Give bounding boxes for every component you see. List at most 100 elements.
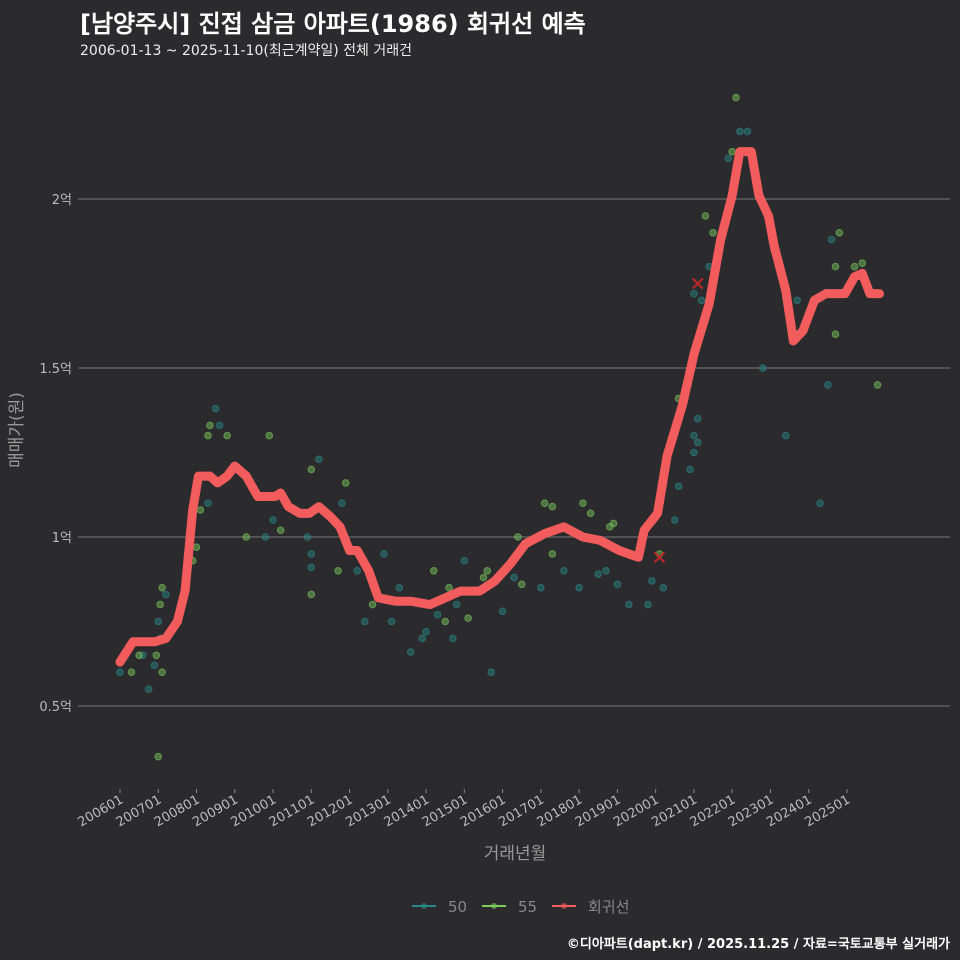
data-point-55 <box>441 617 450 626</box>
data-point-50 <box>659 583 668 592</box>
data-point-50 <box>315 455 323 464</box>
y-tick-label: 2억 <box>52 193 72 208</box>
data-point-50 <box>697 296 706 305</box>
data-point-55 <box>514 533 522 541</box>
data-point-50 <box>269 516 277 524</box>
y-axis-title: 매매가(원) <box>7 392 27 468</box>
data-point-50 <box>154 617 163 626</box>
data-point-55 <box>196 506 205 514</box>
data-point-50 <box>824 381 832 389</box>
data-point-55 <box>850 262 859 271</box>
data-point-50 <box>353 567 362 575</box>
data-point-55 <box>127 668 136 677</box>
source-footer: ©디아파트(dapt.kr) / 2025.11.25 / 자료=국토교통부 실… <box>566 937 950 952</box>
data-point-50 <box>307 563 316 572</box>
data-point-50 <box>613 580 622 589</box>
data-point-55 <box>835 229 844 237</box>
data-point-50 <box>498 607 507 616</box>
data-point-50 <box>162 590 170 599</box>
data-point-50 <box>487 668 495 677</box>
data-point-50 <box>693 438 702 447</box>
data-point-55 <box>154 752 163 761</box>
legend-marker-1 <box>491 903 497 909</box>
data-point-50 <box>670 516 679 524</box>
data-point-50 <box>724 154 733 163</box>
data-point-55 <box>728 147 736 156</box>
data-point-55 <box>276 526 285 535</box>
data-point-50 <box>686 465 694 474</box>
data-point-50 <box>736 127 744 136</box>
regression-line <box>115 147 884 667</box>
data-point-55 <box>204 431 212 440</box>
data-point-55 <box>586 509 595 518</box>
data-point-55 <box>831 330 840 339</box>
data-point-50 <box>648 577 656 585</box>
data-point-50 <box>380 550 388 558</box>
data-point-50 <box>460 556 469 565</box>
data-point-55 <box>206 421 214 430</box>
data-point-55 <box>479 573 488 582</box>
data-point-55 <box>307 465 316 474</box>
data-point-55 <box>831 262 840 271</box>
legend-label: 55 <box>518 898 537 916</box>
data-point-55 <box>548 550 557 558</box>
data-point-50 <box>150 661 159 670</box>
data-point-55 <box>158 668 166 677</box>
data-point-55 <box>156 600 164 609</box>
data-point-50 <box>433 610 442 619</box>
data-point-50 <box>793 296 802 305</box>
data-point-55 <box>873 381 882 389</box>
data-point-55 <box>368 600 377 609</box>
data-point-55 <box>609 519 618 528</box>
data-point-55 <box>540 499 549 508</box>
data-point-55 <box>158 583 166 592</box>
data-point-50 <box>781 431 790 440</box>
legend-label: 회귀선 <box>588 898 629 916</box>
data-point-55 <box>483 567 492 575</box>
data-point-50 <box>422 627 430 636</box>
data-point-50 <box>307 550 316 558</box>
y-tick-label: 0.5억 <box>39 700 72 715</box>
legend-marker-0 <box>421 903 427 909</box>
data-point-55 <box>429 567 438 575</box>
data-point-50 <box>303 533 312 541</box>
data-point-55 <box>242 533 251 541</box>
data-point-50 <box>644 600 652 609</box>
data-point-50 <box>144 685 153 693</box>
data-point-50 <box>449 634 457 643</box>
data-point-50 <box>575 583 583 592</box>
data-point-50 <box>594 570 603 578</box>
y-tick-label: 1억 <box>52 531 72 546</box>
data-point-55 <box>464 614 472 622</box>
data-point-55 <box>334 567 342 575</box>
data-point-50 <box>690 448 698 457</box>
outlier-x-marker <box>653 551 666 563</box>
legend-label: 50 <box>448 898 467 916</box>
data-point-50 <box>139 651 147 660</box>
data-point-50 <box>758 364 767 372</box>
data-point-55 <box>152 651 161 660</box>
data-point-50 <box>116 668 124 677</box>
data-point-50 <box>387 617 396 626</box>
data-point-50 <box>406 648 415 656</box>
data-point-50 <box>510 573 518 582</box>
data-point-55 <box>192 543 201 551</box>
data-point-50 <box>693 414 702 423</box>
data-point-50 <box>674 482 683 491</box>
data-point-50 <box>537 583 545 592</box>
data-point-50 <box>215 421 224 430</box>
data-point-50 <box>690 431 698 440</box>
y-tick-label: 1.5억 <box>39 362 72 377</box>
chart-subtitle: 2006-01-13 ~ 2025-11-10(최근계약일) 전체 거래건 <box>80 43 412 59</box>
data-point-50 <box>395 583 404 592</box>
legend-marker-2 <box>561 903 567 909</box>
data-point-55 <box>732 93 740 102</box>
data-point-55 <box>135 651 143 660</box>
data-point-50 <box>211 404 220 413</box>
data-point-50 <box>338 499 346 508</box>
outlier-x-marker <box>692 277 704 290</box>
chart-title: [남양주시] 진접 삼금 아파트(1986) 회귀선 예측 <box>80 10 586 38</box>
data-point-55 <box>548 502 557 511</box>
data-point-50 <box>816 499 824 508</box>
x-axis-title: 거래년월 <box>484 844 547 864</box>
